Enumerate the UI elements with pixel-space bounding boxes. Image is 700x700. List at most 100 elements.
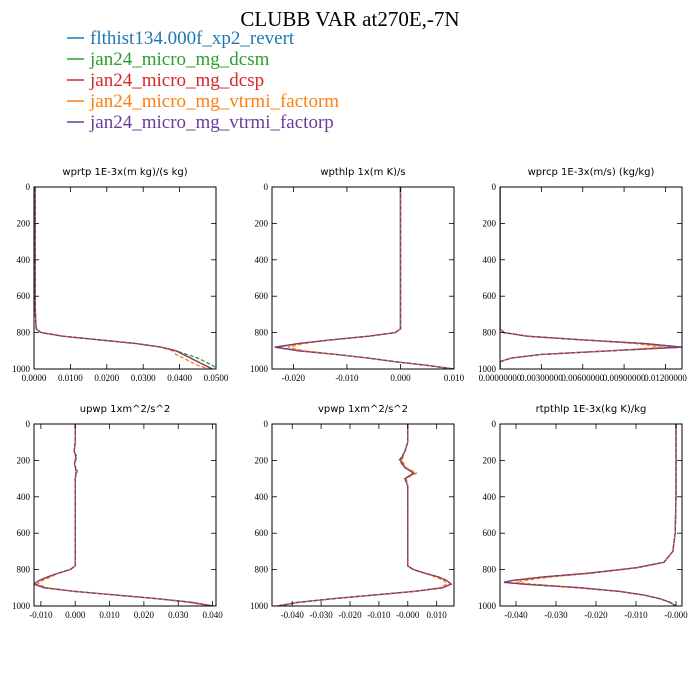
x-tick-label: 0.0300 (131, 373, 156, 383)
y-tick-label: 1000 (12, 364, 31, 374)
axis-frame (271, 423, 455, 607)
y-tick-label: 200 (17, 218, 31, 228)
series-group (34, 424, 213, 606)
figure-title: CLUBB VAR at270E,-7N (240, 7, 459, 31)
panel-title: wprcp 1E-3x(m/s) (kg/kg) (528, 167, 655, 178)
x-tick-label: -0.010 (624, 610, 648, 620)
legend-label: jan24_micro_mg_vtrmi_factorp (89, 112, 334, 133)
y-tick-label: 0 (492, 182, 497, 192)
y-tick-label: 800 (255, 565, 269, 575)
series-line (503, 424, 677, 606)
series-line (34, 187, 216, 369)
y-tick-label: 800 (483, 565, 497, 575)
y-tick-label: 200 (255, 455, 269, 465)
chart-panel: rtpthlp 1E-3x(kg K)/kg02004006008001000-… (478, 404, 688, 620)
panel-title: rtpthlp 1E-3x(kg K)/kg (536, 404, 647, 415)
x-tick-label: 0.0100 (58, 373, 83, 383)
x-tick-label: 0.0500 (204, 373, 229, 383)
x-tick-label: -0.020 (282, 373, 306, 383)
legend-entry: jan24_micro_mg_dcsp (67, 70, 264, 91)
series-line (274, 187, 454, 369)
series-group (503, 424, 677, 606)
series-line (34, 187, 213, 369)
x-tick-label: 0.020 (134, 610, 155, 620)
series-line (277, 424, 453, 606)
axis-frame (271, 186, 455, 370)
x-tick-label: 0.000 (65, 610, 86, 620)
y-tick-label: 800 (483, 328, 497, 338)
x-tick-label: -0.010 (367, 610, 391, 620)
x-tick-label: 0.0000 (22, 373, 47, 383)
legend-label: jan24_micro_mg_dcsm (89, 49, 270, 70)
panel-title: upwp 1xm^2/s^2 (80, 404, 170, 415)
y-tick-label: 600 (17, 528, 31, 538)
chart-panel: wpthlp 1x(m K)/s 0 200 400 600 800 1000 -0.020 -… (250, 167, 465, 383)
y-tick-label: 400 (17, 255, 31, 265)
x-tick-label: 0.00600000 (561, 373, 604, 383)
x-tick-label: 0.0400 (167, 373, 192, 383)
y-tick-label: 1000 (478, 601, 497, 611)
y-tick-label: 600 (483, 528, 497, 538)
y-tick-label: 1000 (250, 601, 269, 611)
y-tick-label: 800 (17, 328, 31, 338)
axis-frame (499, 186, 683, 370)
chart-panel: wprtp 1E-3x(m kg)/(s kg) 0 200 400 600 800 100… (12, 167, 229, 383)
axis-frame (499, 423, 683, 607)
legend-label: jan24_micro_mg_dcsp (89, 70, 264, 91)
panel-title: wpthlp 1x(m K)/s (320, 167, 405, 178)
y-tick-label: 0 (492, 419, 497, 429)
y-tick-label: 200 (17, 455, 31, 465)
legend-entry: jan24_micro_mg_vtrmi_factorp (67, 112, 334, 133)
x-tick-label: 0.010 (444, 373, 465, 383)
legend-label: flthist134.000f_xp2_revert (90, 28, 295, 49)
x-tick-label: -0.020 (338, 610, 362, 620)
y-tick-label: 0 (264, 182, 269, 192)
x-tick-label: 0.0200 (94, 373, 119, 383)
x-tick-label: 0.00000000 (479, 373, 522, 383)
y-tick-label: 400 (17, 492, 31, 502)
legend-entry: jan24_micro_mg_dcsm (67, 49, 270, 70)
x-tick-label: -0.040 (504, 610, 528, 620)
y-tick-label: 1000 (12, 601, 31, 611)
x-tick-label: 0.040 (202, 610, 223, 620)
series-group (277, 424, 453, 606)
y-tick-label: 0 (26, 182, 31, 192)
y-tick-label: 400 (255, 492, 269, 502)
x-tick-label: 0.030 (168, 610, 189, 620)
chart-panel: upwp 1xm^2/s^2 0 200 400 600 800 1000-0.010 0.0… (12, 404, 223, 620)
series-group (500, 187, 682, 369)
panels: wprtp 1E-3x(m kg)/(s kg) 0 200 400 600 800 100… (12, 167, 688, 620)
y-tick-label: 200 (255, 218, 269, 228)
y-tick-label: 1000 (478, 364, 497, 374)
y-tick-label: 400 (483, 492, 497, 502)
y-tick-label: 800 (255, 328, 269, 338)
x-tick-label: -0.030 (544, 610, 568, 620)
y-tick-label: 1000 (250, 364, 269, 374)
x-tick-label: 0.010 (427, 610, 448, 620)
legend-label: jan24_micro_mg_vtrmi_factorm (89, 91, 339, 112)
axis-frame (33, 423, 217, 607)
y-tick-label: 600 (255, 528, 269, 538)
legend: flthist134.000f_xp2_revertjan24_micro_mg… (67, 28, 339, 133)
panel-title: vpwp 1xm^2/s^2 (318, 404, 408, 415)
y-tick-label: 400 (483, 255, 497, 265)
chart-panel: vpwp 1xm^2/s^2 0 200 400 600 800 1000 -0.040 -0.… (250, 404, 455, 620)
y-tick-label: 200 (483, 455, 497, 465)
x-tick-label: -0.020 (584, 610, 608, 620)
y-tick-label: 0 (26, 419, 31, 429)
series-group (274, 187, 454, 369)
legend-entry: flthist134.000f_xp2_revert (67, 28, 295, 49)
x-tick-label: -0.000 (664, 610, 688, 620)
x-tick-label: -0.010 (335, 373, 359, 383)
y-tick-label: 600 (483, 291, 497, 301)
y-tick-label: 600 (17, 291, 31, 301)
series-line (503, 424, 677, 606)
x-tick-label: 0.00900000 (603, 373, 646, 383)
legend-entry: jan24_micro_mg_vtrmi_factorm (67, 91, 339, 112)
series-line (34, 424, 213, 606)
x-tick-label: -0.000 (396, 610, 420, 620)
series-line (500, 187, 682, 369)
series-line (277, 424, 453, 606)
